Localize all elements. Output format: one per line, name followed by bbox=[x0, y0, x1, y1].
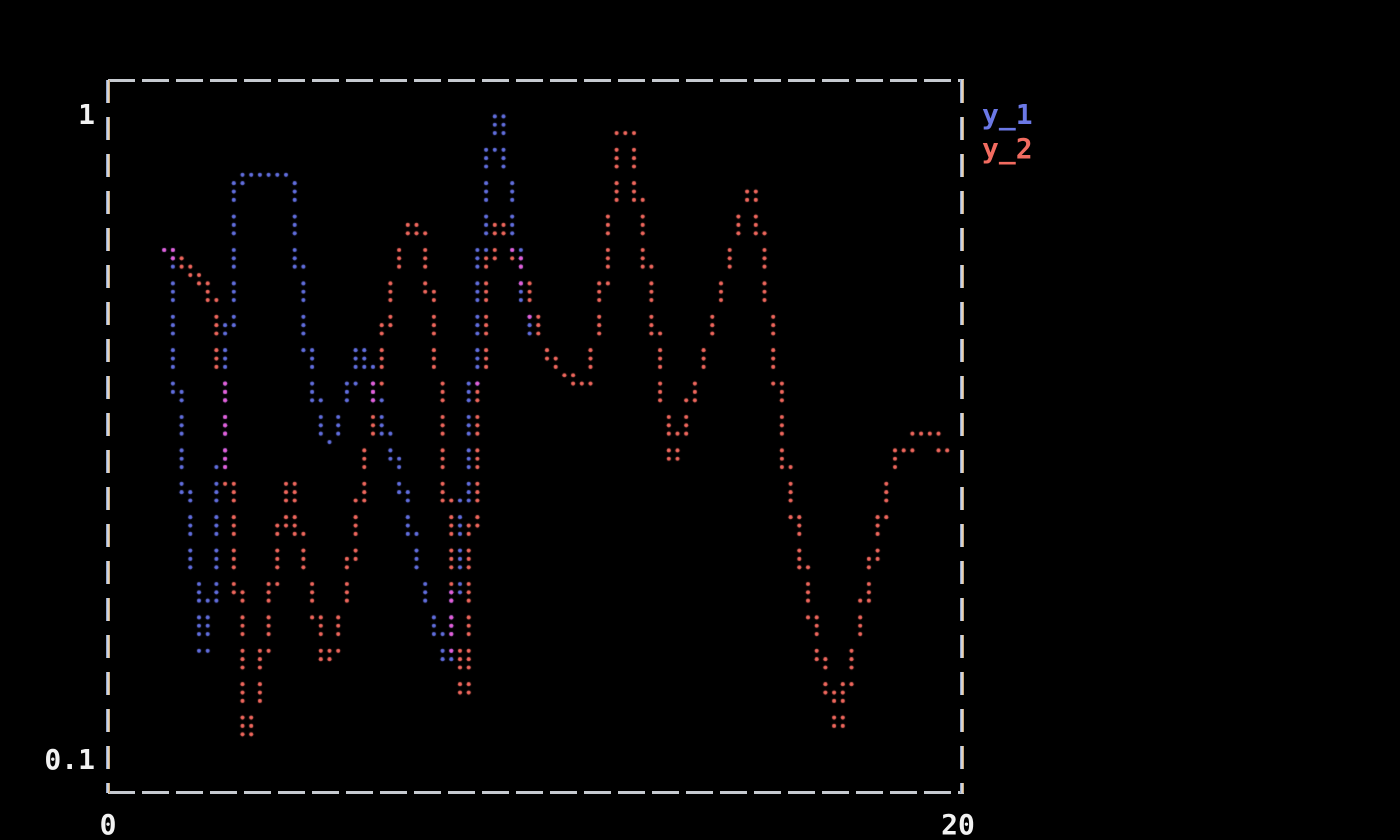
y-axis-tick-0.1: 0.1 bbox=[44, 743, 95, 776]
legend-item-y1: y_1 bbox=[982, 98, 1033, 131]
legend: y_1 y_2 bbox=[982, 98, 1033, 166]
x-axis-tick-0: 0 bbox=[99, 808, 117, 840]
x-axis-tick-20: 20 bbox=[941, 808, 975, 840]
plot-canvas bbox=[108, 80, 963, 793]
legend-item-y2: y_2 bbox=[982, 132, 1033, 165]
y-axis-tick-1: 1 bbox=[78, 98, 95, 131]
